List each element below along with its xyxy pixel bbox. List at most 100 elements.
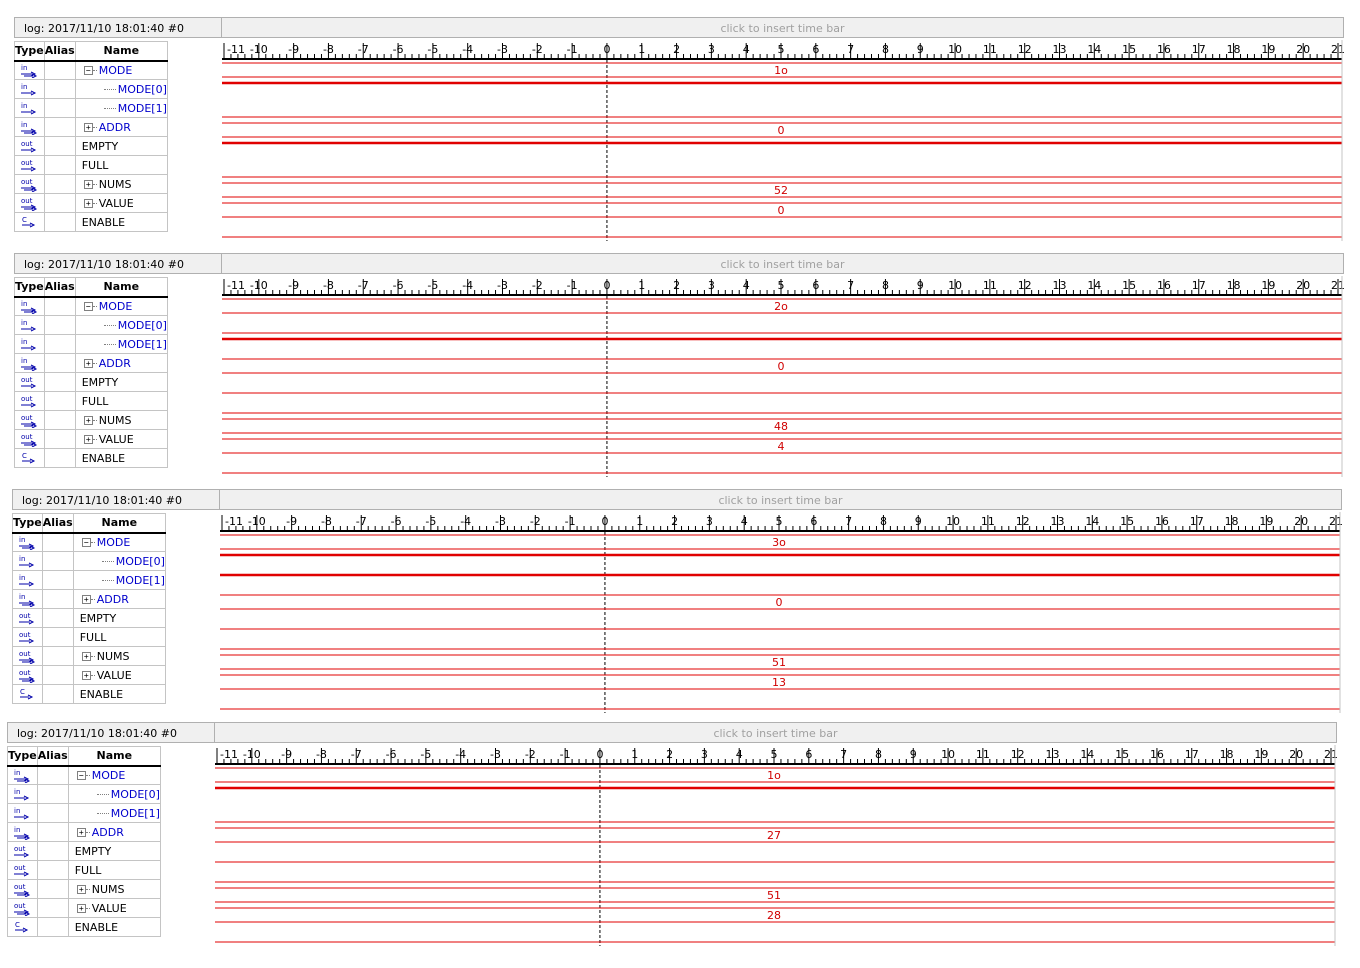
expand-icon[interactable]: + — [83, 434, 93, 444]
signal-alias-cell[interactable] — [43, 155, 76, 175]
signal-alias-cell[interactable] — [43, 315, 76, 335]
type-column-header[interactable]: Type — [12, 513, 43, 534]
type-column-header[interactable]: Type — [14, 277, 45, 298]
signal-name-cell[interactable]: ENABLE — [74, 448, 168, 468]
signal-name-cell[interactable]: − MODE — [72, 532, 166, 552]
signal-row[interactable]: in MODE[0] — [12, 551, 166, 571]
signal-alias-cell[interactable] — [36, 917, 69, 937]
signal-alias-cell[interactable] — [36, 765, 69, 785]
signal-alias-cell[interactable] — [41, 608, 74, 628]
signal-alias-cell[interactable] — [36, 784, 69, 804]
signal-alias-cell[interactable] — [36, 879, 69, 899]
alias-column-header[interactable]: Alias — [36, 746, 69, 767]
signal-alias-cell[interactable] — [36, 898, 69, 918]
expand-icon[interactable]: + — [81, 594, 91, 604]
signal-alias-cell[interactable] — [43, 174, 76, 194]
signal-row[interactable]: in − MODE — [14, 296, 168, 316]
signal-row[interactable]: out + VALUE — [7, 898, 161, 918]
signal-alias-cell[interactable] — [41, 570, 74, 590]
signal-alias-cell[interactable] — [43, 117, 76, 137]
signal-name-cell[interactable]: + NUMS — [74, 410, 168, 430]
signal-alias-cell[interactable] — [43, 334, 76, 354]
signal-row[interactable]: in + ADDR — [7, 822, 161, 842]
expand-icon[interactable]: + — [81, 651, 91, 661]
signal-row[interactable]: out FULL — [14, 155, 168, 175]
signal-alias-cell[interactable] — [41, 665, 74, 685]
signal-row[interactable]: in MODE[1] — [14, 98, 168, 118]
signal-name-cell[interactable]: MODE[1] — [72, 570, 166, 590]
alias-column-header[interactable]: Alias — [43, 41, 76, 62]
signal-alias-cell[interactable] — [43, 136, 76, 156]
type-column-header[interactable]: Type — [7, 746, 38, 767]
signal-alias-cell[interactable] — [41, 532, 74, 552]
signal-name-cell[interactable]: + ADDR — [74, 353, 168, 373]
signal-row[interactable]: in + ADDR — [12, 589, 166, 609]
signal-alias-cell[interactable] — [43, 372, 76, 392]
expand-icon[interactable]: + — [83, 198, 93, 208]
expand-icon[interactable]: + — [83, 358, 93, 368]
signal-name-cell[interactable]: EMPTY — [74, 136, 168, 156]
signal-row[interactable]: out EMPTY — [7, 841, 161, 861]
signal-name-cell[interactable]: + VALUE — [67, 898, 161, 918]
insert-time-bar-hint[interactable]: click to insert time bar — [220, 489, 1342, 510]
signal-name-cell[interactable]: + ADDR — [74, 117, 168, 137]
signal-name-cell[interactable]: MODE[0] — [74, 79, 168, 99]
signal-row[interactable]: in + ADDR — [14, 353, 168, 373]
signal-name-cell[interactable]: + VALUE — [74, 429, 168, 449]
signal-name-cell[interactable]: + NUMS — [74, 174, 168, 194]
signal-name-cell[interactable]: MODE[1] — [67, 803, 161, 823]
signal-alias-cell[interactable] — [36, 860, 69, 880]
signal-row[interactable]: out + VALUE — [14, 429, 168, 449]
signal-row[interactable]: out + NUMS — [14, 410, 168, 430]
signal-name-cell[interactable]: ENABLE — [74, 212, 168, 232]
signal-row[interactable]: out FULL — [7, 860, 161, 880]
signal-name-cell[interactable]: FULL — [74, 391, 168, 411]
expand-icon[interactable]: + — [83, 415, 93, 425]
signal-alias-cell[interactable] — [43, 98, 76, 118]
name-column-header[interactable]: Name — [74, 277, 168, 298]
signal-name-cell[interactable]: FULL — [74, 155, 168, 175]
signal-row[interactable]: in MODE[0] — [14, 315, 168, 335]
signal-row[interactable]: out FULL — [14, 391, 168, 411]
signal-name-cell[interactable]: MODE[1] — [74, 98, 168, 118]
signal-alias-cell[interactable] — [43, 60, 76, 80]
signal-row[interactable]: in − MODE — [7, 765, 161, 785]
signal-row[interactable]: out + VALUE — [12, 665, 166, 685]
signal-alias-cell[interactable] — [43, 212, 76, 232]
signal-row[interactable]: in MODE[1] — [14, 334, 168, 354]
signal-name-cell[interactable]: MODE[0] — [74, 315, 168, 335]
collapse-icon[interactable]: − — [83, 66, 93, 75]
expand-icon[interactable]: + — [76, 903, 86, 913]
signal-row[interactable]: out EMPTY — [14, 136, 168, 156]
waveform-area[interactable]: -11 -10 -9 -8 -7 -6 -5 -4 -3 -2 -1 0 1 2 3 4 5 6 7 8 9 10 11 12… — [215, 745, 1337, 950]
collapse-icon[interactable]: − — [83, 302, 93, 311]
signal-name-cell[interactable]: − MODE — [74, 60, 168, 80]
signal-name-cell[interactable]: − MODE — [74, 296, 168, 316]
signal-row[interactable]: out + NUMS — [12, 646, 166, 666]
signal-name-cell[interactable]: − MODE — [67, 765, 161, 785]
signal-row[interactable]: out + NUMS — [14, 174, 168, 194]
expand-icon[interactable]: + — [83, 179, 93, 189]
signal-alias-cell[interactable] — [43, 193, 76, 213]
signal-alias-cell[interactable] — [43, 429, 76, 449]
signal-row[interactable]: out FULL — [12, 627, 166, 647]
signal-alias-cell[interactable] — [43, 448, 76, 468]
signal-row[interactable]: in MODE[0] — [14, 79, 168, 99]
signal-row[interactable]: out EMPTY — [14, 372, 168, 392]
signal-row[interactable]: C ENABLE — [12, 684, 166, 704]
signal-name-cell[interactable]: FULL — [67, 860, 161, 880]
signal-alias-cell[interactable] — [36, 803, 69, 823]
insert-time-bar-hint[interactable]: click to insert time bar — [222, 253, 1344, 274]
signal-alias-cell[interactable] — [41, 646, 74, 666]
name-column-header[interactable]: Name — [72, 513, 166, 534]
expand-icon[interactable]: + — [76, 827, 86, 837]
signal-name-cell[interactable]: + ADDR — [72, 589, 166, 609]
signal-alias-cell[interactable] — [41, 551, 74, 571]
signal-alias-cell[interactable] — [43, 410, 76, 430]
name-column-header[interactable]: Name — [74, 41, 168, 62]
waveform-area[interactable]: -11 -10 -9 -8 -7 -6 -5 -4 -3 -2 -1 0 1 2 3 4 5 6 7 8 9 10 11 12… — [222, 40, 1344, 245]
waveform-area[interactable]: -11 -10 -9 -8 -7 -6 -5 -4 -3 -2 -1 0 1 2 3 4 5 6 7 8 9 10 11 12… — [222, 276, 1344, 481]
signal-alias-cell[interactable] — [43, 353, 76, 373]
signal-alias-cell[interactable] — [43, 79, 76, 99]
signal-name-cell[interactable]: MODE[0] — [67, 784, 161, 804]
